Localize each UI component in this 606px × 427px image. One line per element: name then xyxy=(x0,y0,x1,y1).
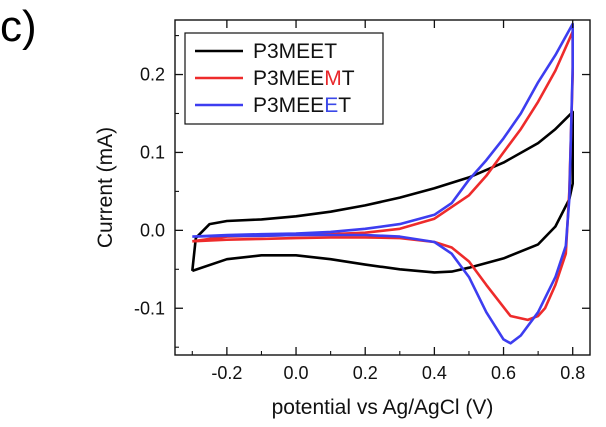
y-tick-label: 0.2 xyxy=(140,65,165,85)
legend-label-part: P3MEE xyxy=(253,67,324,90)
axis-layer: -0.2 0.0 0.2 0.4 0.6 0.8 -0.1 0.0 0.1 0.2 xyxy=(134,20,590,383)
x-tick-label: 0.0 xyxy=(284,363,309,383)
x-axis-title: potential vs Ag/AgCl (V) xyxy=(272,396,494,419)
x-tick-label: 0.4 xyxy=(422,363,447,383)
legend-label-part: T xyxy=(342,67,355,90)
y-axis-title: Current (mA) xyxy=(94,127,117,248)
x-tick-label: 0.8 xyxy=(560,363,585,383)
legend-label-part: P3MEET xyxy=(253,40,337,63)
series-layer xyxy=(191,22,574,345)
legend-label-part: M xyxy=(324,67,342,90)
y-tick-label: 0.0 xyxy=(140,220,165,240)
panel-label: c) xyxy=(0,2,37,51)
legend-entry-p3meet: P3MEET xyxy=(253,40,337,63)
plot-frame xyxy=(174,19,591,356)
legend-label-part: E xyxy=(324,94,338,117)
legend-label-part: T xyxy=(338,94,351,117)
x-tick-label: 0.6 xyxy=(491,363,516,383)
x-tick-label: 0.2 xyxy=(353,363,378,383)
legend-entry-p3meemt: P3MEEMT xyxy=(253,67,355,90)
y-tick-label: 0.1 xyxy=(140,142,165,162)
legend-entry-p3meeet: P3MEEET xyxy=(253,94,351,117)
x-tick-label: -0.2 xyxy=(211,363,242,383)
y-tick-label: -0.1 xyxy=(134,298,165,318)
series-line-p3meeet xyxy=(192,22,574,345)
series-line-p3meet xyxy=(191,110,574,274)
legend-label-part: P3MEE xyxy=(253,94,324,117)
